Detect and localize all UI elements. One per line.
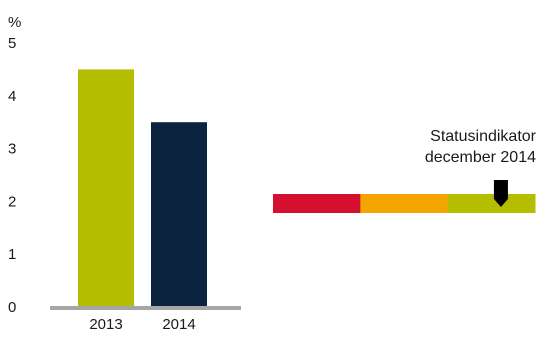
status-segment-green <box>447 194 536 213</box>
status-indicator-bar <box>273 180 536 213</box>
status-segment-orange <box>360 194 449 213</box>
y-tick-label: 1 <box>8 246 16 263</box>
bars <box>50 69 241 310</box>
status-indicator-label: Statusindikator december 2014 <box>425 126 536 168</box>
y-tick-label: 2 <box>8 193 16 210</box>
y-tick-label: 4 <box>8 88 16 105</box>
y-tick-label: 0 <box>8 299 16 316</box>
y-axis-ticks: 0 1 2 3 4 5 <box>8 35 16 316</box>
x-tick-label: 2013 <box>89 316 122 332</box>
y-axis-label: % <box>8 14 21 31</box>
bar-2014 <box>151 122 207 307</box>
y-tick-label: 3 <box>8 141 16 158</box>
status-segment-red <box>273 194 361 213</box>
bar-2013 <box>78 69 134 308</box>
status-indicator-date: december 2014 <box>424 149 536 166</box>
x-tick-label: 2014 <box>162 316 195 332</box>
x-axis-ticks: 2013 2014 <box>89 316 195 333</box>
x-axis-line <box>50 306 241 310</box>
y-tick-label: 5 <box>8 35 16 52</box>
status-pointer-marker <box>493 180 508 207</box>
status-indicator-title: Statusindikator <box>430 128 536 145</box>
